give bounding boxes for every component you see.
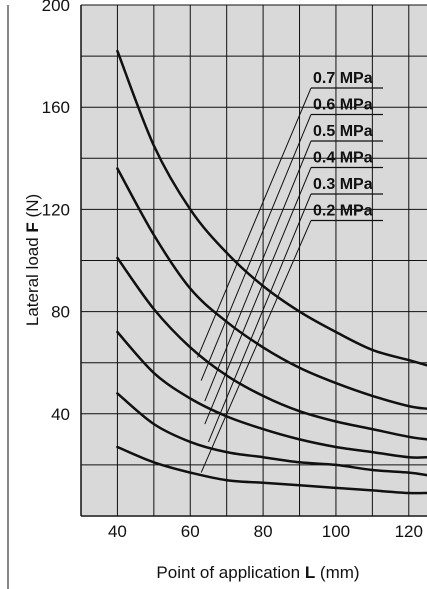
callout-label: 0.4 MPa (313, 150, 373, 167)
y-axis-label-prefix: Lateral load (23, 233, 42, 327)
x-axis-label-prefix: Point of application (156, 563, 304, 582)
curve-03-mpa (116, 392, 427, 477)
y-tick-label: 160 (42, 98, 70, 117)
callout-label: 0.7 MPa (313, 70, 373, 87)
curve-06-mpa (116, 167, 427, 410)
x-tick-label: 60 (181, 522, 200, 541)
callout-label: 0.3 MPa (313, 176, 373, 193)
callout-leader (204, 167, 312, 425)
x-axis-label-symbol: L (305, 563, 315, 582)
y-axis-label-symbol: F (23, 222, 42, 232)
y-axis-label-unit: (N) (23, 194, 42, 222)
x-tick-label: 80 (254, 522, 273, 541)
curve-07-mpa (116, 49, 427, 367)
y-tick-label: 80 (51, 303, 70, 322)
callout-label: 0.5 MPa (313, 123, 373, 140)
callout-label: 0.2 MPa (313, 203, 373, 220)
curve-04-mpa (116, 330, 427, 459)
x-tick-label: 100 (322, 522, 350, 541)
tick-labels: 40 60 80 100 120 40 80 120 160 200 (42, 0, 423, 541)
curve-02-mpa (116, 445, 427, 495)
callout-leader (204, 140, 312, 402)
x-tick-label: 120 (395, 522, 423, 541)
callout-leader (197, 87, 312, 358)
data-curves (116, 49, 427, 495)
x-axis-label: Point of application L (mm) (156, 563, 359, 582)
callout-leader (208, 193, 312, 443)
x-tick-label: 40 (108, 522, 127, 541)
y-axis-label: Lateral load F (N) (23, 194, 42, 326)
x-axis-label-unit: (mm) (315, 563, 359, 582)
y-tick-label: 40 (51, 405, 70, 424)
y-tick-label: 200 (42, 0, 70, 15)
curve-05-mpa (116, 256, 427, 441)
callout-leader (200, 220, 312, 473)
y-tick-label: 120 (42, 200, 70, 219)
callout-label: 0.6 MPa (313, 97, 373, 114)
callout-leader (200, 114, 312, 381)
grid (81, 4, 427, 516)
callouts: 0.7 MPa 0.6 MPa 0.5 MPa 0.4 MPa 0.3 MPa 0.2 M… (197, 70, 383, 473)
